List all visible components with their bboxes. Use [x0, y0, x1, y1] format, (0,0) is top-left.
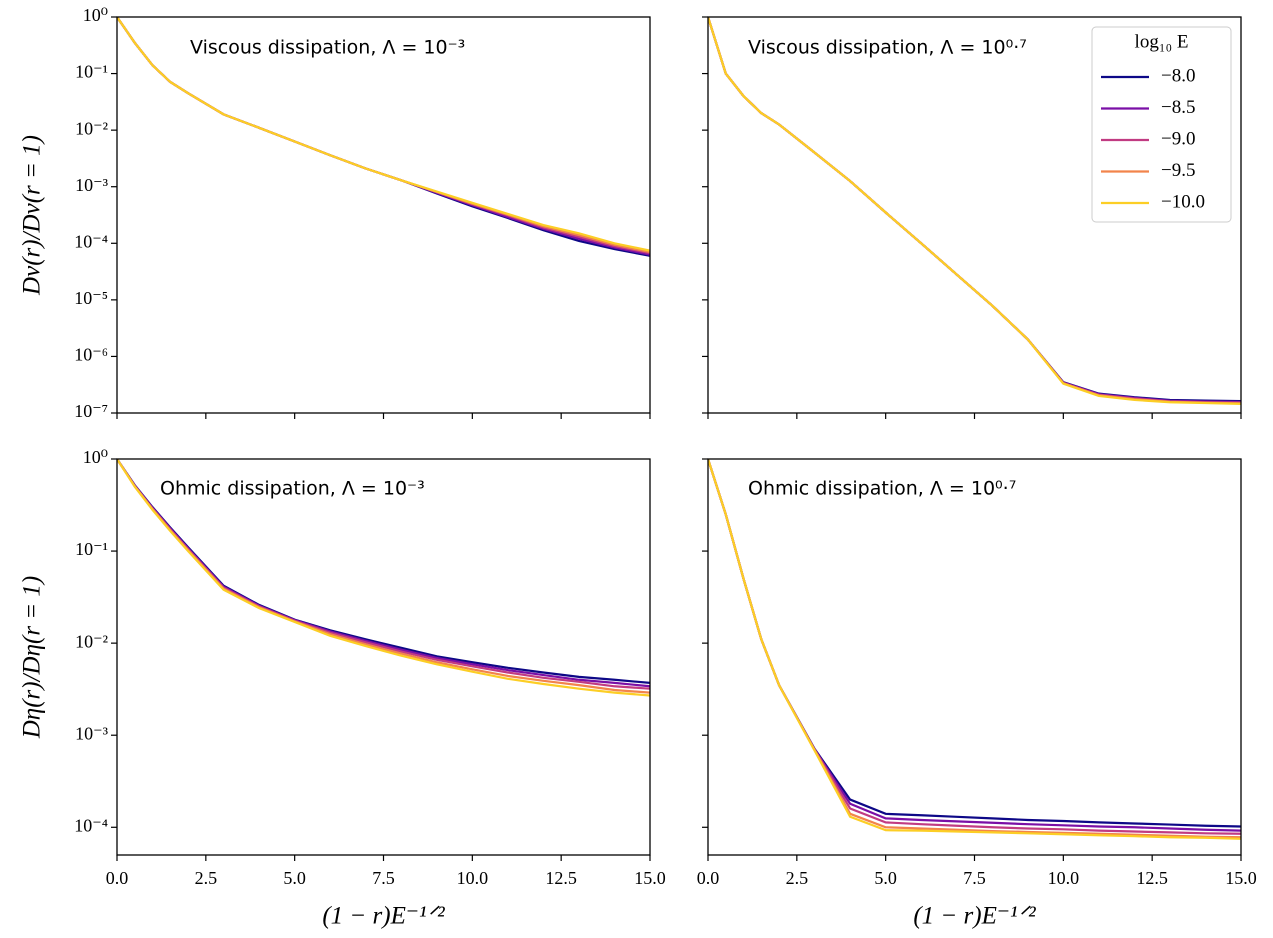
x-tick-label: 7.5 — [963, 868, 986, 888]
axes-frame — [116, 458, 651, 856]
x-tick-label: 15.0 — [634, 868, 666, 888]
x-tick-label: 5.0 — [874, 868, 897, 888]
x-axis-label: (1 − r)E⁻¹ᐟ² — [322, 903, 445, 930]
y-tick-label: 10⁰ — [83, 447, 108, 467]
legend-title: log₁₀ E — [1135, 31, 1189, 52]
x-tick-label: 5.0 — [283, 868, 306, 888]
x-tick-label: 0.0 — [106, 868, 129, 888]
y-tick-label: 10⁻⁶ — [74, 345, 108, 365]
legend-box — [1091, 26, 1232, 223]
annotation: Viscous dissipation, Λ = 10⁻³ — [190, 37, 465, 59]
annotation: Viscous dissipation, Λ = 10⁰·⁷ — [748, 37, 1027, 59]
x-tick-label: 10.0 — [457, 868, 489, 888]
data-line — [708, 459, 1241, 840]
y-axis-label: Dη(r)/Dη(r = 1) — [19, 576, 46, 740]
x-axis-label: (1 − r)E⁻¹ᐟ² — [913, 903, 1036, 930]
y-tick-label: 10⁻² — [75, 631, 108, 651]
legend-label: −8.0 — [1161, 65, 1195, 86]
x-tick-label: 2.5 — [195, 868, 218, 888]
axes-frame — [707, 458, 1242, 856]
data-line — [117, 17, 650, 252]
x-tick-label: 15.0 — [1225, 868, 1257, 888]
data-line — [117, 459, 650, 697]
x-tick-label: 12.5 — [1136, 868, 1168, 888]
y-tick-label: 10⁰ — [83, 5, 108, 25]
y-tick-label: 10⁻⁷ — [74, 401, 108, 421]
legend-label: −9.5 — [1161, 160, 1195, 181]
legend-label: −9.0 — [1161, 128, 1195, 149]
y-tick-label: 10⁻³ — [75, 175, 109, 195]
legend-label: −8.5 — [1161, 97, 1195, 118]
y-tick-label: 10⁻⁵ — [74, 288, 108, 308]
y-tick-label: 10⁻² — [75, 118, 108, 138]
data-line — [708, 459, 1241, 832]
x-tick-label: 0.0 — [697, 868, 720, 888]
annotation: Ohmic dissipation, Λ = 10⁰·⁷ — [748, 478, 1016, 500]
axes-frame — [116, 16, 651, 414]
y-tick-label: 10⁻³ — [75, 723, 109, 743]
data-line — [708, 459, 1241, 828]
y-tick-label: 10⁻⁴ — [74, 231, 108, 251]
data-line — [708, 459, 1241, 835]
y-tick-label: 10⁻¹ — [75, 539, 108, 559]
x-tick-label: 7.5 — [372, 868, 395, 888]
y-tick-label: 10⁻⁴ — [74, 815, 108, 835]
x-tick-label: 12.5 — [545, 868, 577, 888]
data-line — [708, 459, 1241, 839]
x-tick-label: 10.0 — [1048, 868, 1080, 888]
annotation: Ohmic dissipation, Λ = 10⁻³ — [160, 478, 425, 500]
legend-label: −10.0 — [1161, 191, 1205, 212]
y-axis-label: Dν(r)/Dν(r = 1) — [19, 135, 46, 296]
y-tick-label: 10⁻¹ — [75, 62, 108, 82]
data-line — [708, 17, 1241, 405]
x-tick-label: 2.5 — [786, 868, 809, 888]
